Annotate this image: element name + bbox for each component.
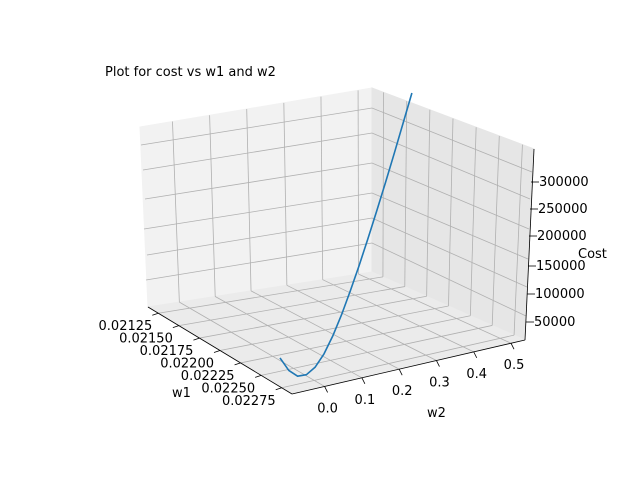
x-tick-label: 0.02125	[99, 319, 153, 334]
x-gridline	[281, 334, 515, 389]
z-tick-label: 50000	[534, 315, 575, 330]
y-gridline	[250, 290, 400, 370]
x-tick-mark	[193, 337, 200, 341]
x-tick-label: 0.02225	[181, 369, 235, 384]
grid-lines	[140, 90, 533, 389]
y-tick-label: 0.1	[355, 393, 376, 408]
y-tick-label: 0.3	[429, 376, 450, 391]
y-gridline	[358, 273, 512, 344]
z-gridline	[144, 162, 530, 230]
y-tick-label: 0.4	[466, 367, 487, 382]
y-tick-label: 0.0	[317, 401, 338, 416]
axis-lines	[147, 148, 539, 395]
z-gridline	[145, 242, 527, 317]
x-gridline	[178, 286, 405, 327]
left-back-pane	[139, 87, 373, 308]
z-gridline	[142, 132, 531, 200]
z-gridline	[143, 192, 529, 260]
y-gridline	[286, 284, 437, 361]
x-tick-mark	[213, 350, 221, 353]
x-tick-mark	[275, 387, 282, 391]
x-tick-mark	[152, 312, 159, 316]
x-tick-mark	[172, 325, 179, 329]
z-gridline	[140, 107, 533, 173]
z-axis-line	[524, 148, 535, 341]
x-gridline	[382, 92, 384, 277]
tick-labels: 0.021250.021500.021750.022000.022250.022…	[99, 175, 589, 416]
cost-curve	[279, 92, 413, 377]
x-gridline	[240, 315, 471, 364]
z-axis-label: Cost	[578, 247, 607, 262]
x-gridline	[158, 276, 383, 314]
y-gridline	[322, 279, 474, 353]
z-gridline	[146, 217, 528, 288]
x-tick-label: 0.02175	[140, 344, 194, 359]
x-axis-label: w1	[172, 386, 191, 401]
y-tick-mark	[324, 386, 328, 393]
y-tick-label: 0.2	[392, 384, 413, 399]
x-gridline	[219, 305, 449, 351]
y-tick-mark	[361, 377, 366, 384]
x-tick-mark	[255, 374, 262, 378]
x-gridline	[261, 325, 493, 376]
x-gridline	[491, 135, 500, 326]
x-tick-mark	[234, 362, 241, 366]
chart-title: Plot for cost vs w1 and w2	[105, 65, 276, 80]
x-tick-label: 0.02275	[222, 394, 276, 409]
x-gridline	[199, 295, 427, 339]
z-tick-label: 150000	[536, 259, 586, 274]
series-layer	[279, 92, 413, 377]
y-gridline	[246, 109, 252, 291]
z-tick-label: 300000	[539, 175, 589, 190]
x-tick-label: 0.02250	[201, 381, 255, 396]
y-gridline	[320, 96, 324, 280]
y-gridline	[172, 121, 180, 303]
y-tick-mark	[473, 351, 478, 359]
y-gridline	[179, 301, 325, 387]
y-tick-label: 0.5	[504, 358, 525, 373]
y-axis-line	[291, 339, 526, 395]
x-gridline	[513, 144, 523, 336]
x-tick-label: 0.02200	[160, 357, 214, 372]
y-gridline	[283, 102, 288, 286]
x-gridline	[448, 118, 454, 307]
z-tick-label: 200000	[537, 229, 587, 244]
y-axis-label: w2	[427, 406, 446, 421]
z-tick-label: 100000	[535, 287, 585, 302]
x-tick-label: 0.02150	[119, 332, 173, 347]
x-gridline	[426, 109, 431, 297]
y-tick-mark	[398, 368, 403, 376]
x-gridline	[469, 127, 477, 316]
y-gridline	[209, 115, 216, 297]
x-gridline	[404, 101, 408, 287]
y-tick-mark	[510, 343, 515, 350]
y-gridline	[215, 296, 363, 379]
z-tick-label: 250000	[538, 202, 588, 217]
y-tick-mark	[436, 360, 440, 367]
